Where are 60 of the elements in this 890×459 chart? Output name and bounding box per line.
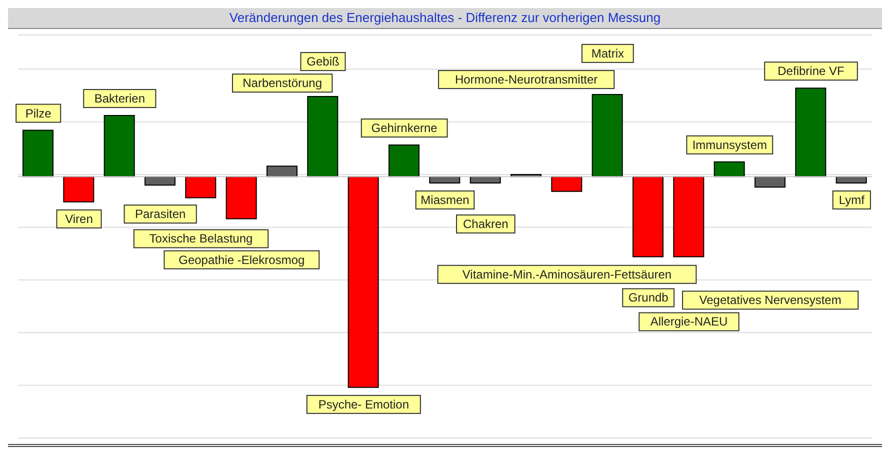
- callout-box: Pilze: [16, 104, 62, 123]
- callout-box: Gehirnkerne: [360, 118, 448, 138]
- bar: [307, 96, 338, 178]
- x-tick-label: Gebiß: [306, 54, 340, 69]
- x-tick-label: Bakterien: [94, 92, 146, 106]
- bar: [632, 176, 664, 258]
- x-tick-label: Lymf: [838, 192, 866, 207]
- bar: [266, 166, 298, 178]
- x-tick-label: Vegetatives Nervensystem: [699, 293, 842, 308]
- x-tick-label: Allergie-NAEU: [650, 314, 728, 329]
- x-tick-label: Miasmen: [420, 192, 470, 207]
- bar: [22, 130, 54, 178]
- callout-box: Geopathie -Elekrosmog: [164, 250, 320, 270]
- x-tick-label: Gehirnkerne: [371, 121, 438, 136]
- bar: [226, 176, 257, 220]
- callout-box: Toxische Belastung: [133, 229, 269, 248]
- x-tick-label: Vitamine-Min.-Aminosäuren-Fettsäuren: [462, 267, 672, 282]
- chart-title: Veränderungen des Energiehaushaltes - Differenz zur vorherigen Messung: [8, 8, 882, 29]
- callout-box: Viren: [56, 209, 102, 228]
- bar: [754, 176, 786, 188]
- callout-box: Bakterien: [83, 89, 156, 108]
- callout-box: Lymf: [832, 190, 871, 210]
- x-tick-label: Hormone-Neurotransmitter: [454, 72, 598, 87]
- bar: [63, 176, 94, 202]
- callout-box: Chakren: [456, 214, 516, 234]
- x-tick-label: Immunsystem: [692, 138, 768, 152]
- bar: [592, 94, 623, 178]
- x-tick-label: Pilze: [25, 106, 52, 120]
- x-tick-label: Psyche- Emotion: [318, 397, 410, 412]
- x-tick-label: Grundb: [628, 290, 669, 305]
- callout-box: Narbenstörung: [232, 74, 333, 93]
- callout-box: Immunsystem: [686, 135, 774, 154]
- x-tick-label: Defibrine VF: [778, 64, 844, 78]
- bar: [795, 88, 826, 178]
- callout-box: Defibrine VF: [764, 62, 858, 81]
- bar: [185, 176, 216, 198]
- callout-box: Gebiß: [300, 52, 346, 72]
- x-tick-label: Narbenstörung: [242, 76, 322, 90]
- x-tick-label: Geopathie -Elekrosmog: [178, 252, 305, 267]
- bar: [673, 176, 704, 258]
- callout-box: Vitamine-Min.-Aminosäuren-Fettsäuren: [437, 264, 697, 284]
- bar: [388, 144, 420, 178]
- x-tick-label: Toxische Belastung: [149, 232, 253, 246]
- callout-box: Grundb: [622, 288, 675, 308]
- x-tick-label: Parasiten: [134, 207, 186, 222]
- callout-box: Vegetatives Nervensystem: [682, 290, 859, 310]
- bar: [714, 161, 745, 178]
- bar: [551, 176, 582, 192]
- callout-box: Psyche- Emotion: [306, 394, 421, 414]
- x-tick-label: Viren: [65, 212, 93, 226]
- callout-box: Allergie-NAEU: [638, 312, 740, 332]
- bar: [144, 176, 176, 186]
- callout-box: Hormone-Neurotransmitter: [438, 70, 615, 90]
- bar: [104, 115, 135, 178]
- callout-box: Parasiten: [124, 204, 197, 224]
- x-tick-label: Matrix: [591, 46, 624, 60]
- bar: [348, 176, 379, 388]
- callout-box: Matrix: [581, 44, 634, 63]
- x-tick-label: Chakren: [462, 216, 508, 231]
- callout-box: Miasmen: [415, 190, 475, 210]
